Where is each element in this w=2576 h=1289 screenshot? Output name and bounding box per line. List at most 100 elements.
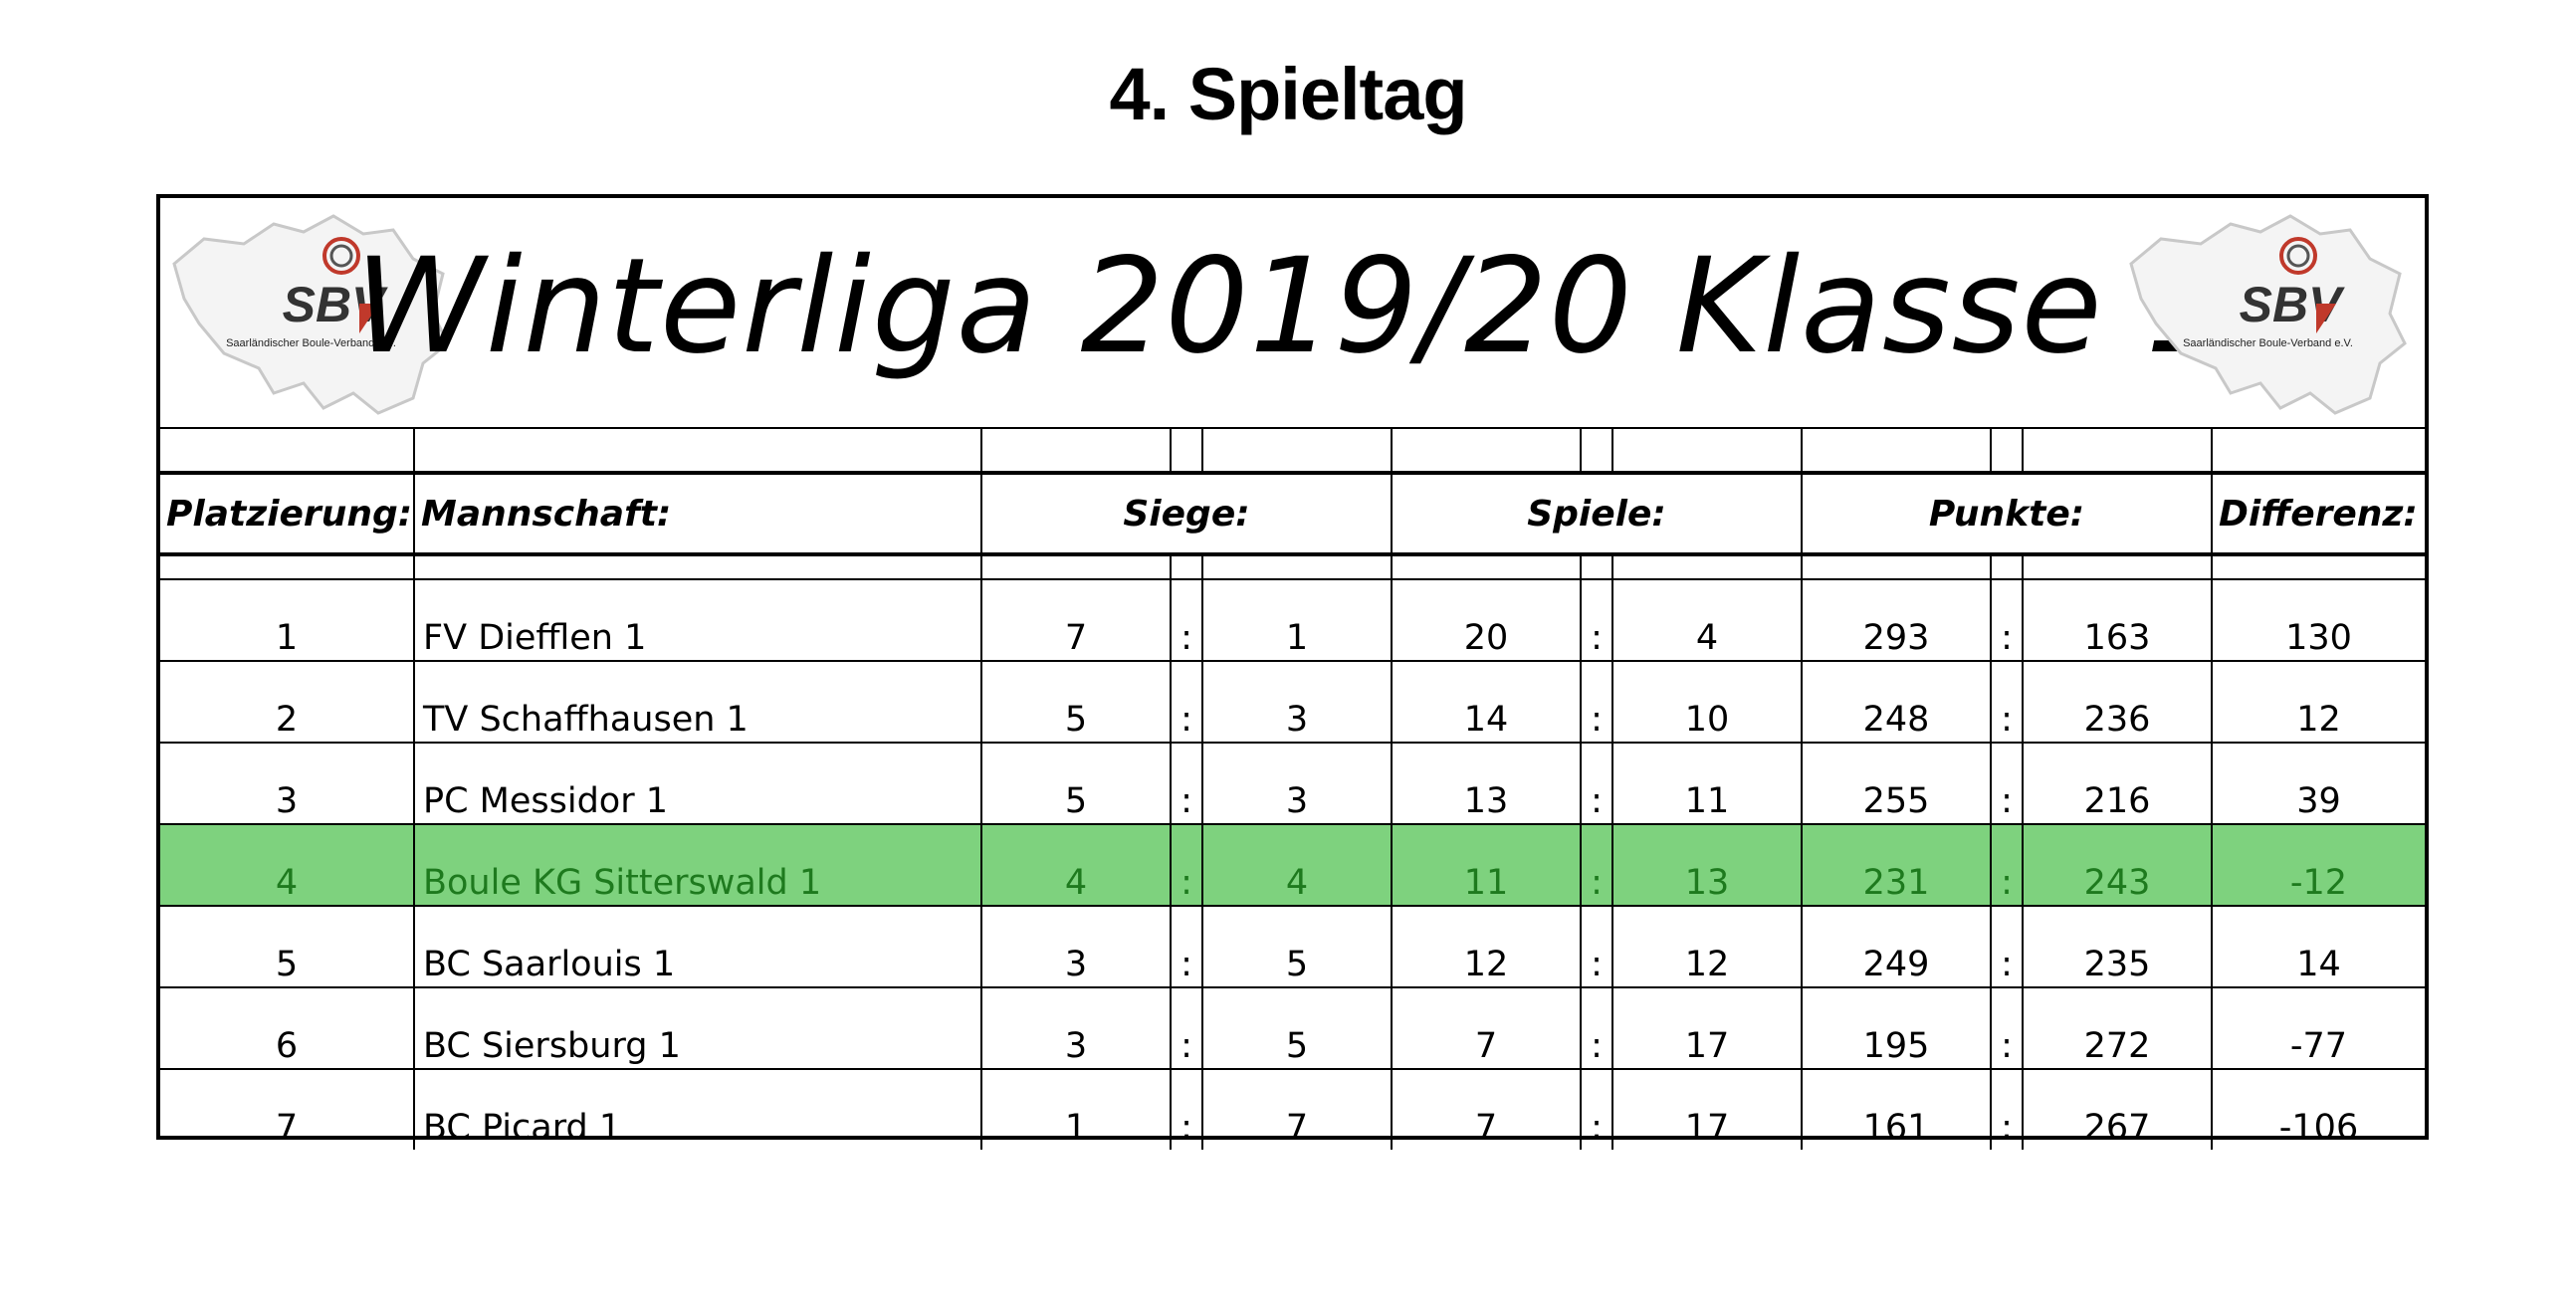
- spiele-lost-cell: 13: [1611, 824, 1803, 907]
- separator: :: [1580, 1069, 1613, 1150]
- punkte-for-cell: 293: [1801, 579, 1992, 662]
- spiele-lost-cell: 12: [1611, 906, 1803, 988]
- table-row: 7 BC Picard 1 1:7 7:17 161:267 -106: [160, 1069, 2425, 1150]
- differenz-cell: 39: [2211, 743, 2425, 825]
- banner-title: Winterliga 2019/20 Klasse 1: [354, 230, 2231, 383]
- separator: :: [1580, 743, 1613, 825]
- table-row: 5 BC Saarlouis 1 3:5 12:12 249:235 14: [160, 906, 2425, 988]
- table-row: 6 BC Siersburg 1 3:5 7:17 195:272 -77: [160, 987, 2425, 1070]
- sbv-logo-left: SBV Saarländischer Boule-Verband e.V.: [164, 204, 458, 425]
- banner: SBV Saarländischer Boule-Verband e.V. Wi…: [160, 198, 2425, 429]
- rank-cell: 3: [160, 743, 415, 825]
- sbv-logo-right: SBV Saarländischer Boule-Verband e.V.: [2121, 204, 2415, 425]
- rank-cell: 2: [160, 661, 415, 744]
- page-title: 4. Spieltag: [1109, 53, 1467, 135]
- differenz-cell: 12: [2211, 661, 2425, 744]
- team-cell: BC Siersburg 1: [413, 987, 982, 1070]
- spiele-won-cell: 11: [1391, 824, 1582, 907]
- rank-cell: 6: [160, 987, 415, 1070]
- separator: :: [1170, 987, 1203, 1070]
- header-differenz: Differenz:: [2211, 473, 2425, 556]
- spiele-lost-cell: 17: [1611, 1069, 1803, 1150]
- header-platzierung: Platzierung:: [160, 473, 415, 556]
- rank-cell: 1: [160, 579, 415, 662]
- spiele-lost-cell: 10: [1611, 661, 1803, 744]
- siege-won-cell: 5: [980, 661, 1172, 744]
- separator: :: [1170, 661, 1203, 744]
- siege-lost-cell: 1: [1201, 579, 1393, 662]
- rank-cell: 5: [160, 906, 415, 988]
- siege-lost-cell: 3: [1201, 743, 1393, 825]
- separator: :: [1990, 579, 2024, 662]
- separator: :: [1170, 906, 1203, 988]
- separator: :: [1170, 579, 1203, 662]
- header-mannschaft: Mannschaft:: [413, 473, 982, 556]
- separator: :: [1170, 824, 1203, 907]
- separator: :: [1580, 987, 1613, 1070]
- punkte-for-cell: 231: [1801, 824, 1992, 907]
- siege-won-cell: 5: [980, 743, 1172, 825]
- team-cell: PC Messidor 1: [413, 743, 982, 825]
- punkte-against-cell: 243: [2022, 824, 2213, 907]
- table-row: 4 Boule KG Sitterswald 1 4:4 11:13 231:243 -1…: [160, 824, 2425, 907]
- header-row: Platzierung: Mannschaft: Siege: Spiele: …: [160, 473, 2425, 556]
- punkte-against-cell: 236: [2022, 661, 2213, 744]
- separator: :: [1580, 579, 1613, 662]
- rank-cell: 4: [160, 824, 415, 907]
- spiele-won-cell: 20: [1391, 579, 1582, 662]
- separator: :: [1990, 824, 2024, 907]
- spacer-row: [160, 427, 2425, 475]
- separator: :: [1170, 743, 1203, 825]
- rank-cell: 7: [160, 1069, 415, 1150]
- header-punkte: Punkte:: [1801, 473, 2213, 556]
- team-cell: TV Schaffhausen 1: [413, 661, 982, 744]
- team-cell: FV Diefflen 1: [413, 579, 982, 662]
- table-row: 1 FV Diefflen 1 7:1 20:4 293:163 130: [160, 579, 2425, 662]
- logo-caption: Saarländischer Boule-Verband e.V.: [2183, 337, 2353, 349]
- punkte-for-cell: 248: [1801, 661, 1992, 744]
- siege-won-cell: 3: [980, 987, 1172, 1070]
- punkte-against-cell: 163: [2022, 579, 2213, 662]
- separator: :: [1580, 824, 1613, 907]
- siege-won-cell: 3: [980, 906, 1172, 988]
- siege-won-cell: 7: [980, 579, 1172, 662]
- logo-caption: Saarländischer Boule-Verband e.V.: [226, 337, 396, 349]
- punkte-for-cell: 249: [1801, 906, 1992, 988]
- punkte-for-cell: 161: [1801, 1069, 1992, 1150]
- spiele-lost-cell: 4: [1611, 579, 1803, 662]
- punkte-against-cell: 267: [2022, 1069, 2213, 1150]
- table-row: 2 TV Schaffhausen 1 5:3 14:10 248:236 12: [160, 661, 2425, 744]
- spiele-won-cell: 7: [1391, 987, 1582, 1070]
- team-cell: Boule KG Sitterswald 1: [413, 824, 982, 907]
- spiele-won-cell: 7: [1391, 1069, 1582, 1150]
- differenz-cell: -106: [2211, 1069, 2425, 1150]
- differenz-cell: 130: [2211, 579, 2425, 662]
- differenz-cell: 14: [2211, 906, 2425, 988]
- punkte-against-cell: 235: [2022, 906, 2213, 988]
- separator: :: [1990, 906, 2024, 988]
- header-siege: Siege:: [980, 473, 1393, 556]
- separator: :: [1580, 661, 1613, 744]
- separator: :: [1990, 987, 2024, 1070]
- siege-lost-cell: 5: [1201, 987, 1393, 1070]
- spiele-won-cell: 14: [1391, 661, 1582, 744]
- siege-won-cell: 1: [980, 1069, 1172, 1150]
- separator: :: [1990, 661, 2024, 744]
- siege-lost-cell: 7: [1201, 1069, 1393, 1150]
- punkte-for-cell: 195: [1801, 987, 1992, 1070]
- standings-table: Platzierung: Mannschaft: Siege: Spiele: …: [160, 427, 2425, 1150]
- differenz-cell: -12: [2211, 824, 2425, 907]
- separator: :: [1580, 906, 1613, 988]
- spiele-won-cell: 13: [1391, 743, 1582, 825]
- siege-lost-cell: 3: [1201, 661, 1393, 744]
- team-cell: BC Saarlouis 1: [413, 906, 982, 988]
- siege-lost-cell: 4: [1201, 824, 1393, 907]
- spiele-lost-cell: 11: [1611, 743, 1803, 825]
- separator: :: [1990, 1069, 2024, 1150]
- spiele-lost-cell: 17: [1611, 987, 1803, 1070]
- punkte-against-cell: 272: [2022, 987, 2213, 1070]
- separator: :: [1990, 743, 2024, 825]
- table-row: 3 PC Messidor 1 5:3 13:11 255:216 39: [160, 743, 2425, 825]
- siege-lost-cell: 5: [1201, 906, 1393, 988]
- spiele-won-cell: 12: [1391, 906, 1582, 988]
